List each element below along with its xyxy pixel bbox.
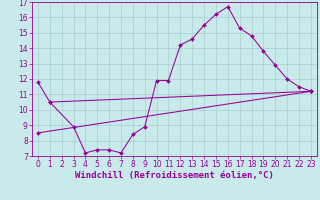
X-axis label: Windchill (Refroidissement éolien,°C): Windchill (Refroidissement éolien,°C) — [75, 171, 274, 180]
